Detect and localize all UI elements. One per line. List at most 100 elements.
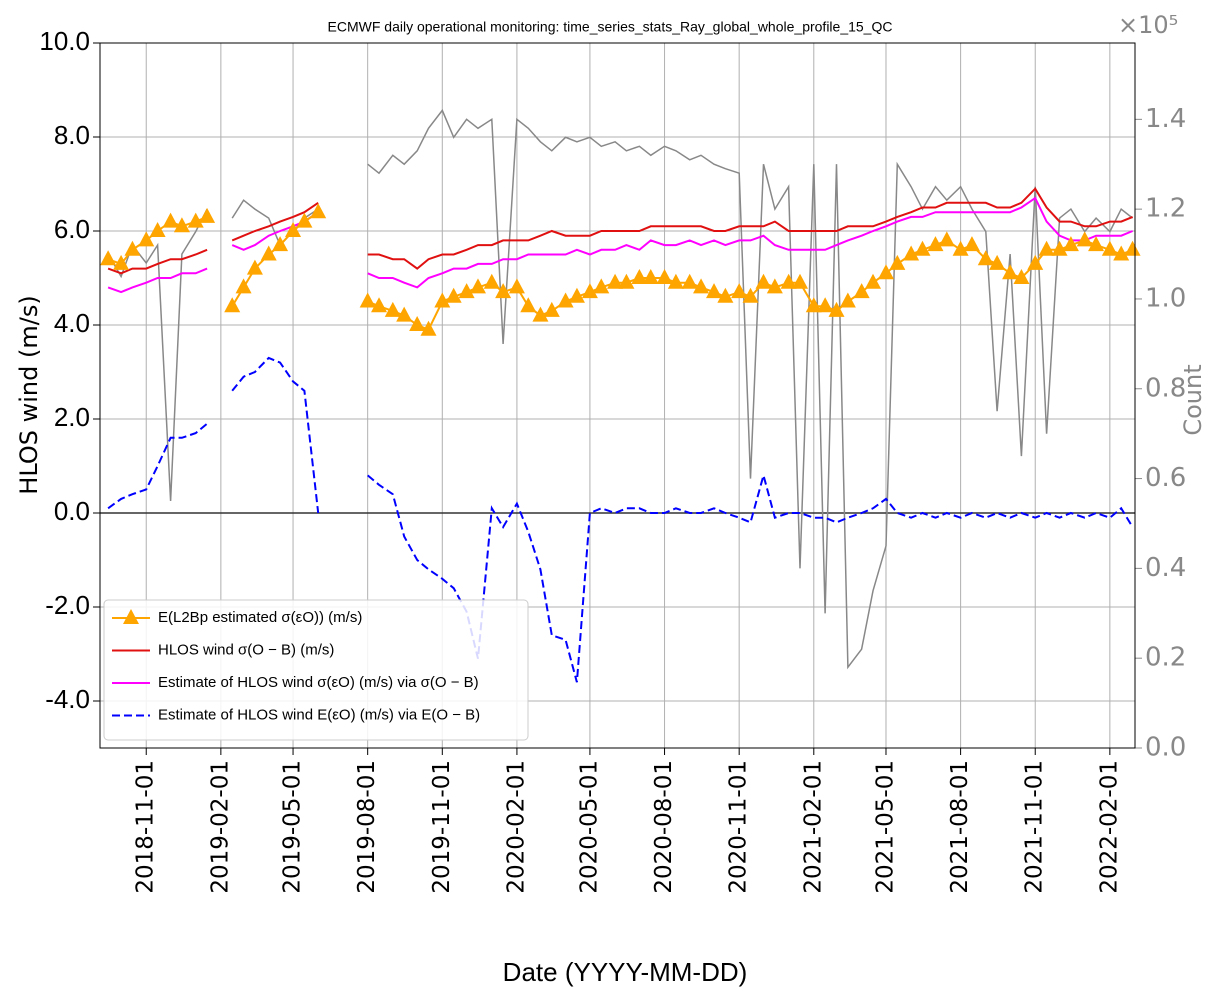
marker xyxy=(445,287,462,303)
x-tick-label: 2019-11-01 xyxy=(429,760,455,894)
marker xyxy=(889,254,906,270)
marker xyxy=(742,287,759,303)
marker xyxy=(495,283,512,299)
marker xyxy=(1088,236,1105,252)
y2-tick-label: 1.4 xyxy=(1145,104,1186,134)
marker xyxy=(310,203,327,219)
marker xyxy=(149,222,166,237)
marker xyxy=(755,273,772,289)
marker xyxy=(409,316,426,331)
marker xyxy=(1002,264,1019,280)
marker xyxy=(839,292,856,308)
y2-tick-label: 1.0 xyxy=(1145,283,1186,313)
y-tick-label: -4.0 xyxy=(45,684,90,714)
y2-tick-label: 0.6 xyxy=(1145,463,1186,493)
marker xyxy=(877,264,894,280)
marker xyxy=(235,278,252,294)
x-tick-label: 2021-02-01 xyxy=(800,760,826,894)
marker xyxy=(458,283,475,299)
x-tick-label: 2019-05-01 xyxy=(280,760,306,894)
x-tick-label: 2021-08-01 xyxy=(947,760,973,894)
marker xyxy=(938,231,955,247)
marker xyxy=(100,250,117,266)
marker xyxy=(469,278,486,294)
marker xyxy=(359,292,376,308)
x-tick-label: 2022-02-01 xyxy=(1096,760,1122,894)
marker xyxy=(557,292,574,308)
legend-marker xyxy=(123,609,139,624)
legend-label: Estimate of HLOS wind E(εO) (m/s) via E(… xyxy=(158,706,480,723)
marker xyxy=(963,236,980,252)
marker xyxy=(434,292,451,308)
marker xyxy=(1027,254,1044,270)
y2-tick-label: 0.8 xyxy=(1145,373,1186,403)
x-tick-label: 2020-05-01 xyxy=(576,760,602,894)
y2-offset-label: ×10⁵ xyxy=(1118,11,1178,39)
marker xyxy=(543,301,560,317)
marker xyxy=(272,236,289,252)
marker xyxy=(903,245,920,261)
y-tick-label: 10.0 xyxy=(39,26,90,56)
marker xyxy=(246,259,263,275)
y2-axis-label: Count xyxy=(1179,364,1207,435)
marker xyxy=(224,297,241,313)
marker xyxy=(568,287,585,303)
marker xyxy=(1013,269,1030,284)
x-tick-label: 2020-02-01 xyxy=(503,760,529,894)
marker xyxy=(977,250,994,266)
marker xyxy=(508,278,525,294)
marker xyxy=(792,273,809,289)
x-tick-label: 2019-08-01 xyxy=(354,760,380,894)
marker xyxy=(285,222,302,237)
marker xyxy=(371,297,388,313)
y2-tick-label: 1.2 xyxy=(1145,194,1186,224)
marker xyxy=(296,212,313,228)
y-axis-label: HLOS wind (m/s) xyxy=(15,295,43,494)
x-axis-label: Date (YYYY-MM-DD) xyxy=(503,957,748,987)
marker xyxy=(1076,231,1093,247)
y-tick-label: 2.0 xyxy=(54,402,90,432)
marker xyxy=(989,254,1006,270)
y-tick-label: 4.0 xyxy=(54,308,90,338)
marker xyxy=(865,273,882,289)
marker xyxy=(805,297,822,313)
legend: E(L2Bp estimated σ(εO)) (m/s) HLOS wind σ… xyxy=(103,599,529,741)
series-line xyxy=(107,211,1133,331)
marker xyxy=(618,273,635,289)
marker xyxy=(717,287,734,303)
marker xyxy=(1124,240,1141,256)
series-line xyxy=(107,356,1134,683)
marker xyxy=(1038,240,1055,256)
marker xyxy=(1062,236,1079,252)
marker xyxy=(667,273,684,289)
marker xyxy=(396,306,413,322)
marker xyxy=(780,273,797,289)
x-tick-label: 2020-08-01 xyxy=(651,760,677,894)
marker xyxy=(187,212,204,228)
marker xyxy=(593,278,610,294)
marker xyxy=(581,283,598,299)
series-line xyxy=(107,108,1134,670)
marker xyxy=(113,254,130,270)
x-tick-label: 2020-11-01 xyxy=(726,760,752,894)
marker xyxy=(420,320,437,336)
marker xyxy=(853,283,870,299)
marker xyxy=(766,278,783,294)
x-tick-label: 2021-11-01 xyxy=(1022,760,1048,894)
legend-label: E(L2Bp estimated σ(εO)) (m/s) xyxy=(158,609,362,626)
marker xyxy=(532,306,549,322)
marker xyxy=(260,245,277,261)
marker xyxy=(693,278,710,294)
legend-label: HLOS wind σ(O − B) (m/s) xyxy=(158,641,334,658)
x-tick-label: 2018-11-01 xyxy=(133,760,159,894)
marker xyxy=(706,283,723,299)
y2-tick-label: 0.2 xyxy=(1145,643,1186,673)
marker xyxy=(483,273,500,289)
marker xyxy=(199,207,216,223)
marker xyxy=(914,240,931,256)
marker xyxy=(384,301,401,317)
marker xyxy=(656,269,673,284)
marker xyxy=(927,236,944,252)
x-tick-label: 2021-05-01 xyxy=(872,760,898,894)
